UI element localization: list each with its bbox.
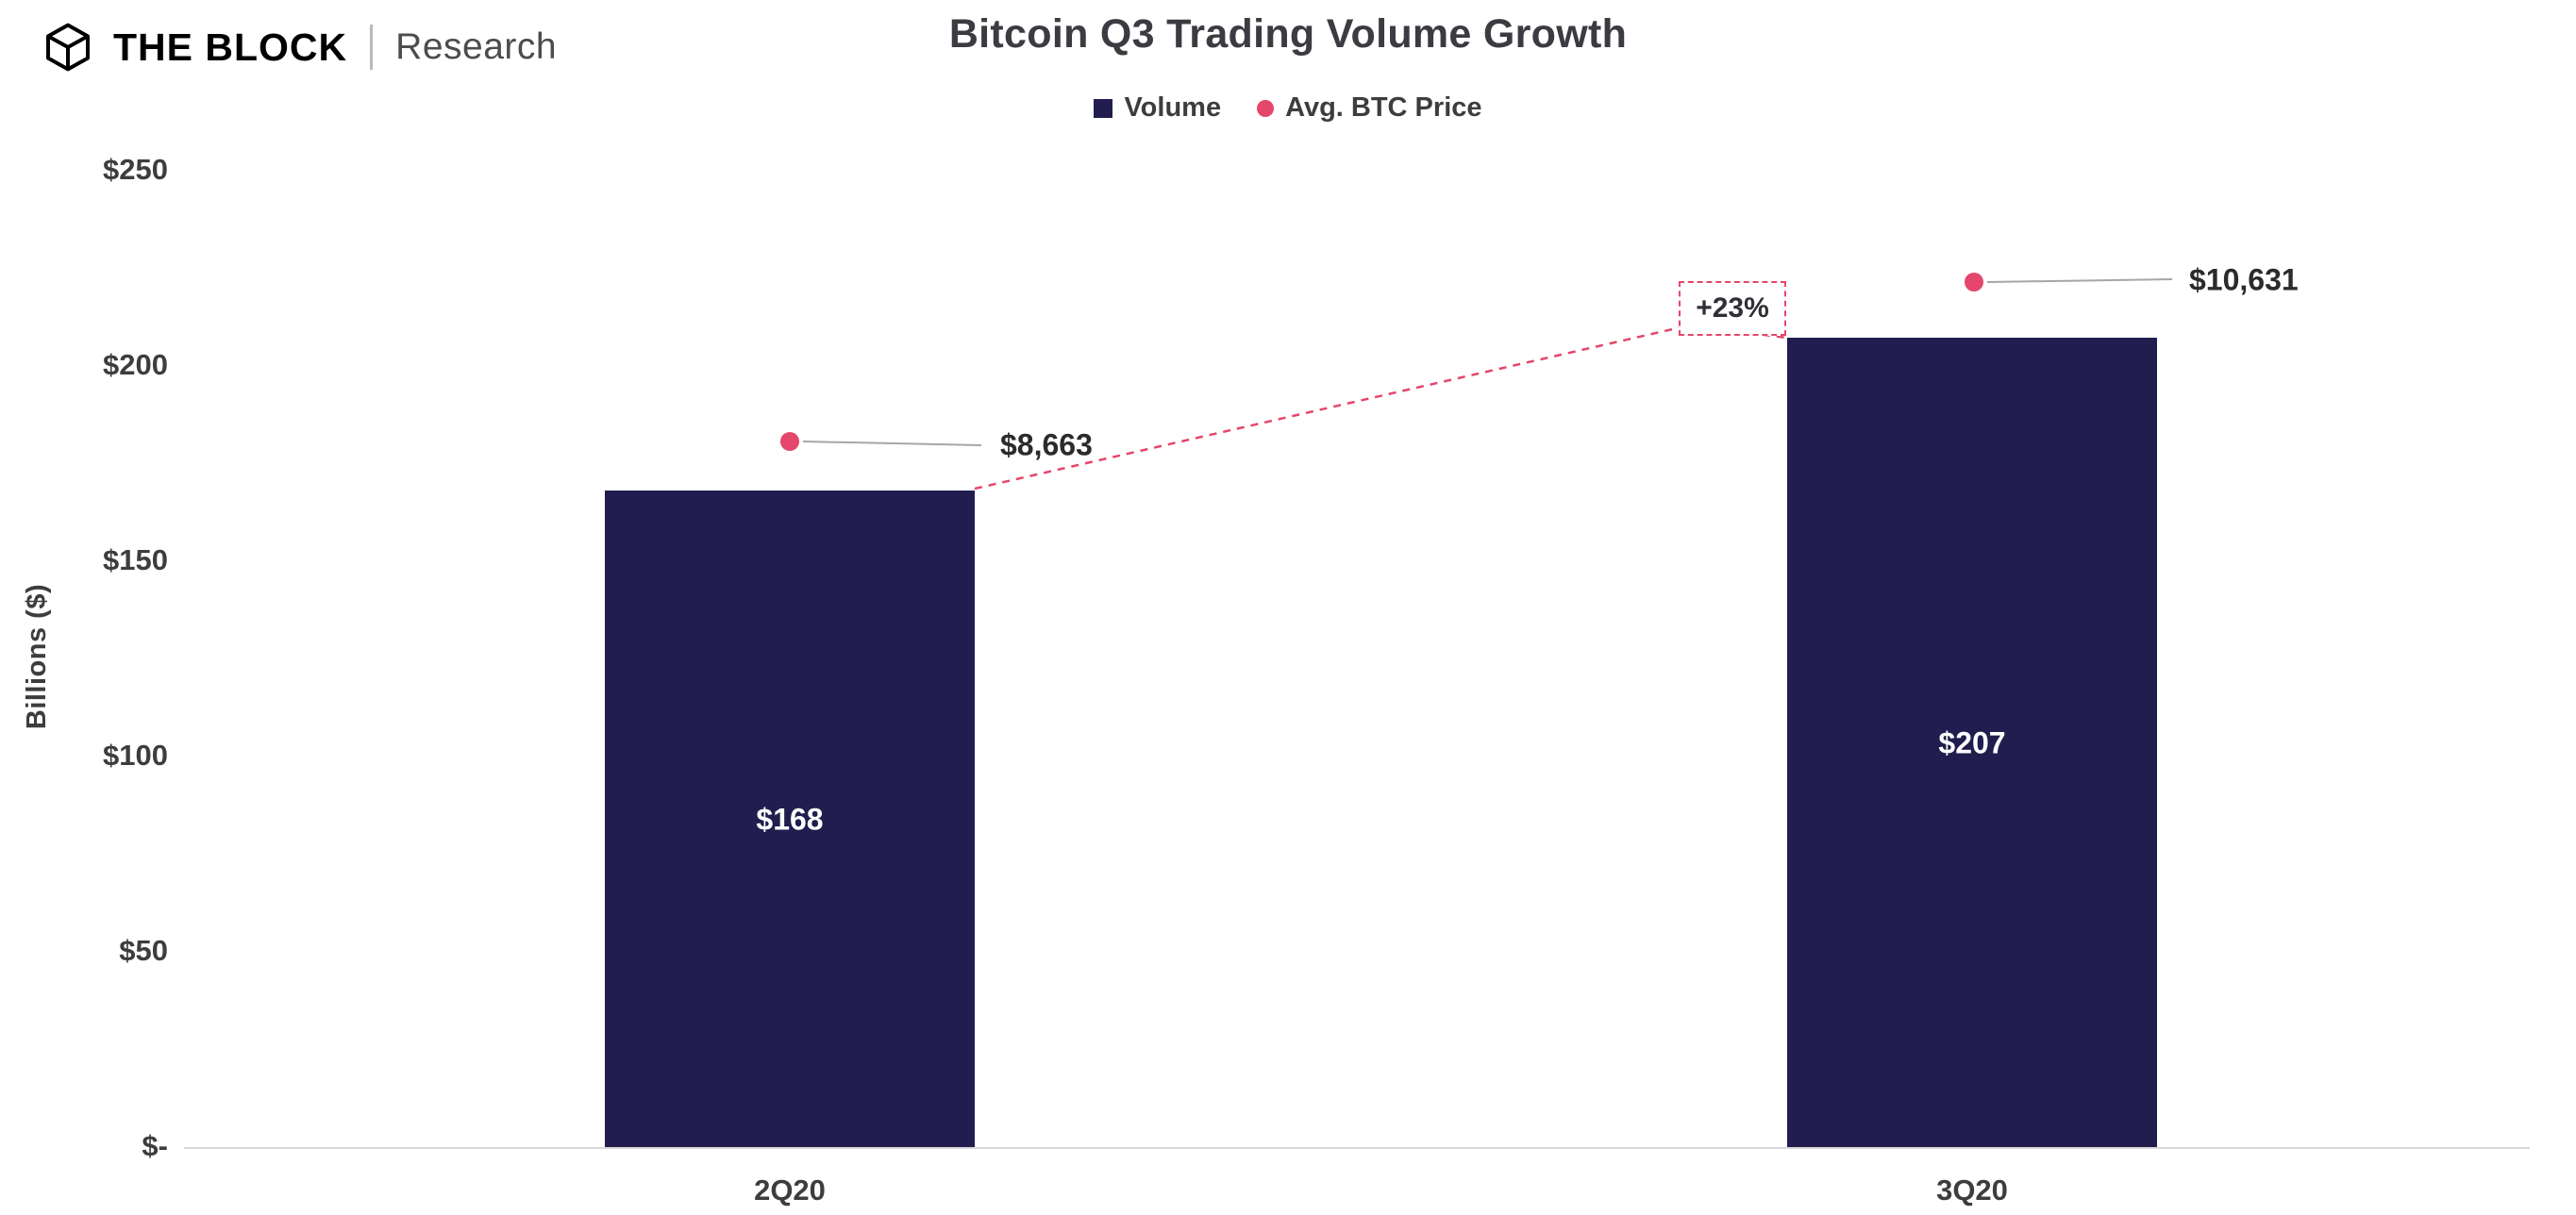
brand-division: Research — [395, 26, 558, 67]
y-tick-50: $50 — [119, 934, 168, 967]
avg-price-dot-icon — [1257, 99, 1275, 117]
x-axis-line — [184, 1147, 2530, 1149]
price-leader-line-3q20 — [1986, 278, 2173, 283]
y-tick-0: $- — [142, 1129, 168, 1162]
y-tick-250: $250 — [103, 153, 168, 186]
avg-price-point-3q20 — [1965, 273, 1983, 291]
avg-price-point-2q20 — [780, 432, 799, 451]
x-label-2q20: 2Q20 — [754, 1173, 826, 1207]
bar-value-label-3q20: $207 — [1938, 725, 2006, 759]
chart-title: Bitcoin Q3 Trading Volume Growth — [948, 11, 1628, 57]
legend-entry-volume: Volume — [1094, 92, 1221, 124]
volume-bar-3q20: $207 — [1787, 338, 2157, 1148]
growth-annotation: +23% — [1679, 281, 1786, 336]
bar-value-label-2q20: $168 — [756, 802, 824, 836]
chart-legend: Volume Avg. BTC Price — [0, 92, 2576, 124]
x-label-3q20: 3Q20 — [1936, 1173, 2008, 1207]
brand-name: THE BLOCK — [113, 25, 348, 69]
legend-label-avg-btc-price: Avg. BTC Price — [1285, 92, 1482, 123]
avg-price-label-2q20: $8,663 — [1000, 427, 1093, 462]
volume-swatch-icon — [1094, 98, 1113, 118]
y-tick-150: $150 — [103, 543, 168, 576]
legend-label-volume: Volume — [1124, 92, 1222, 123]
legend-entry-avg-btc-price: Avg. BTC Price — [1257, 92, 1482, 124]
brand-separator — [370, 25, 374, 70]
price-leader-line-2q20 — [802, 441, 982, 446]
y-tick-200: $200 — [103, 348, 168, 381]
block-cube-logo-icon — [46, 23, 90, 72]
growth-dashed-line — [974, 324, 1788, 491]
y-tick-100: $100 — [103, 739, 168, 772]
volume-bar-2q20: $168 — [605, 491, 975, 1148]
brand-lockup: THE BLOCK Research — [42, 21, 557, 74]
y-axis-title: Billions ($) — [22, 583, 52, 730]
avg-price-label-3q20: $10,631 — [2189, 262, 2299, 297]
